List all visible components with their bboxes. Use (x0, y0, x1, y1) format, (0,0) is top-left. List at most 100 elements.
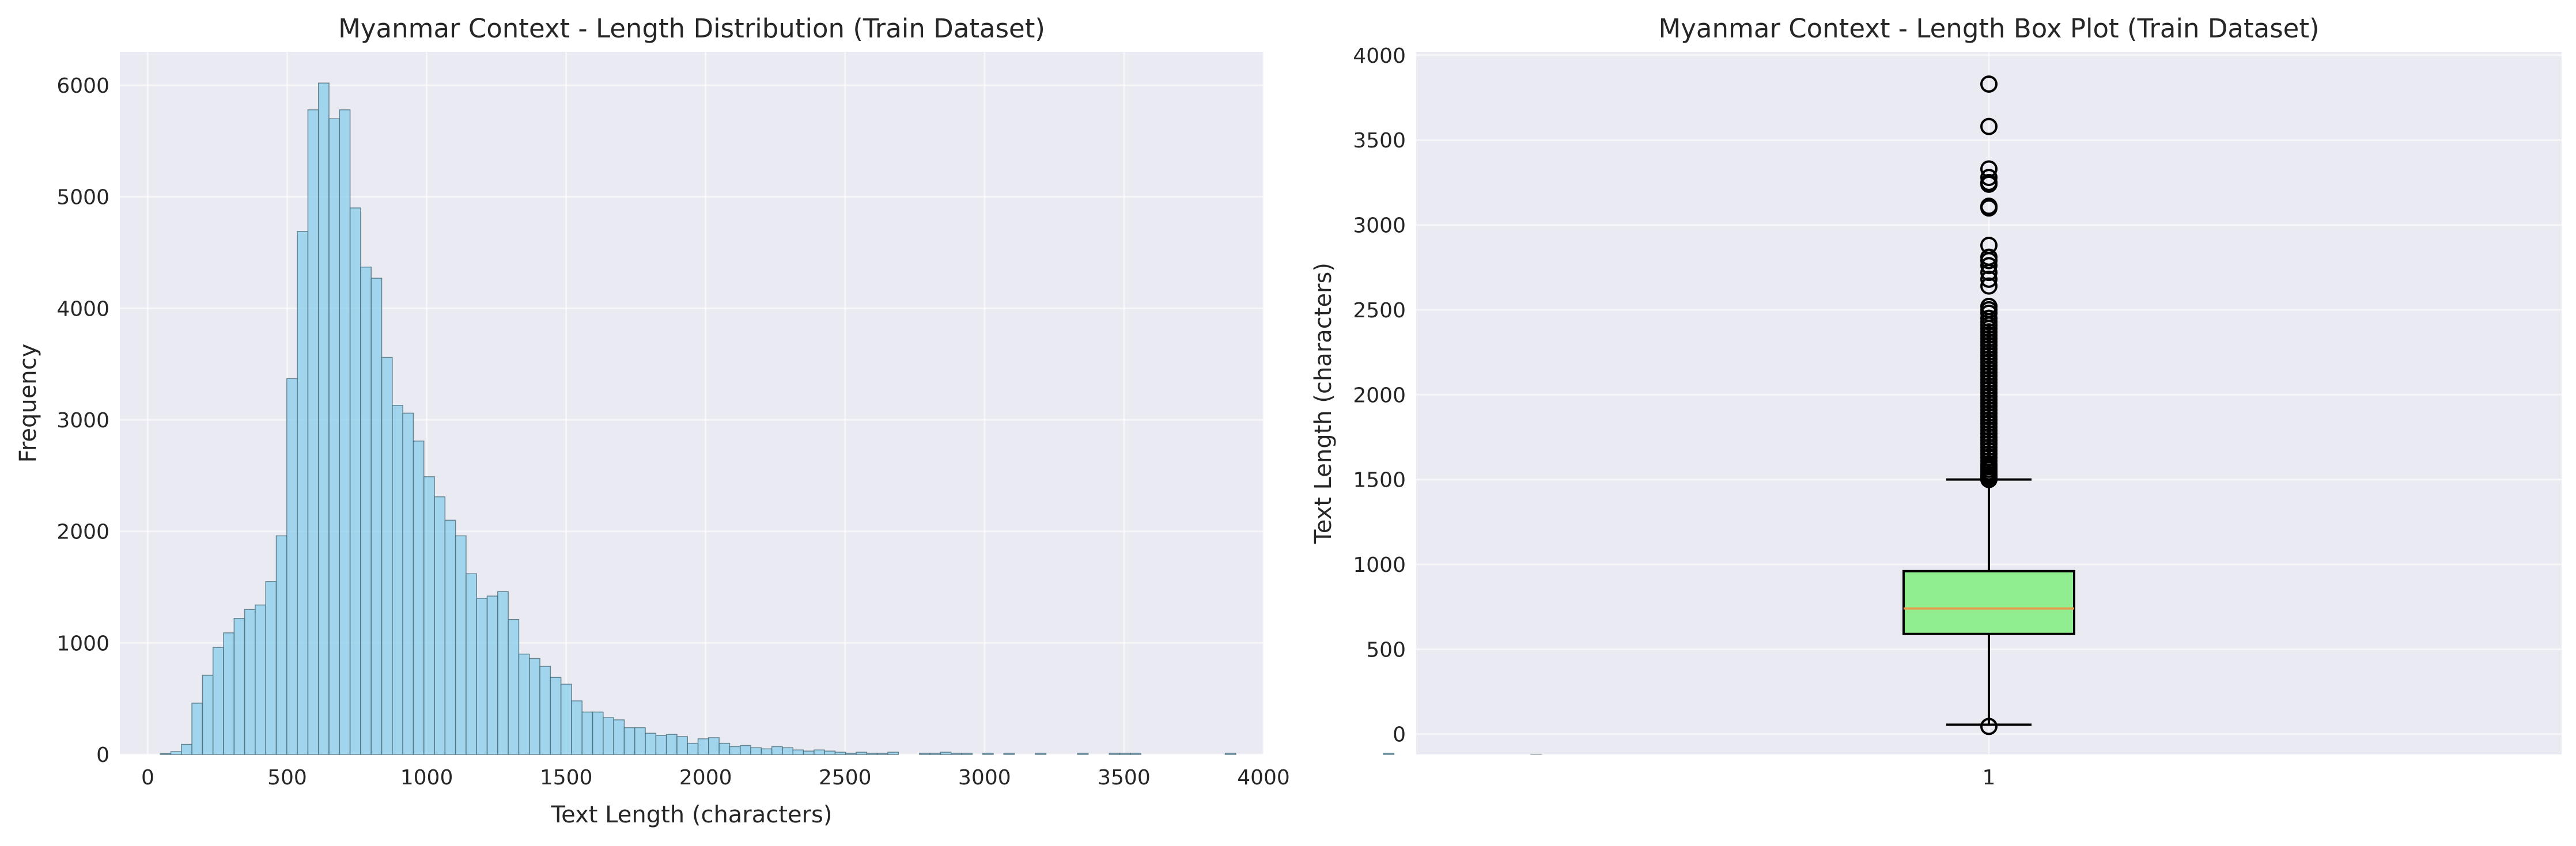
histogram-bar (265, 581, 277, 755)
histogram-bar (1077, 753, 1089, 755)
histogram-bar (592, 711, 604, 755)
histogram-bar (317, 82, 330, 755)
histogram-bars (160, 82, 1542, 755)
outlier-point (1980, 75, 1998, 93)
outlier-point (1980, 257, 1998, 275)
boxplot-panel: 0 500 1000 1500 2000 2500 3000 3500 4000 1 Myanm… (1310, 13, 2562, 790)
histogram-bar (613, 719, 625, 755)
y-tick-label: 0 (1393, 723, 1406, 747)
histogram-bar (349, 207, 361, 755)
boxplot-title: Myanmar Context - Length Box Plot (Train… (1658, 13, 2319, 44)
y-tick-label: 5000 (56, 186, 109, 210)
y-tick-label: 500 (1366, 638, 1406, 662)
boxplot-y-axis-label: Text Length (characters) (1310, 263, 1337, 544)
histogram-bar (655, 735, 667, 755)
histogram-bar (476, 598, 488, 755)
x-tick-label: 2000 (679, 766, 732, 790)
y-tick-label: 0 (96, 743, 109, 767)
histogram-bar (328, 118, 341, 755)
histogram-bar (360, 266, 372, 755)
outlier-point (1980, 117, 1998, 135)
histogram-bar (191, 703, 203, 755)
histogram-bar (233, 617, 245, 755)
histogram-bar (539, 666, 551, 755)
histogram-bar (508, 619, 520, 755)
histogram-bar (528, 658, 540, 755)
histogram-bar (1130, 753, 1141, 755)
histogram-bar (708, 737, 720, 755)
histogram-bar (202, 674, 214, 755)
outlier-point (1980, 270, 1998, 288)
histogram-bar (392, 405, 403, 755)
y-tick-label: 4000 (56, 297, 109, 321)
y-tick-label: 3000 (1353, 214, 1406, 238)
y-tick-label: 2000 (1353, 384, 1406, 407)
x-tick-label: 3000 (958, 766, 1011, 790)
outlier-point (1980, 298, 1998, 316)
x-tick-label: 4000 (1237, 766, 1290, 790)
histogram-bar (223, 632, 235, 755)
y-tick-label: 2000 (56, 521, 109, 544)
histogram-bar (160, 753, 172, 755)
boxplot-marks (1902, 478, 2075, 726)
x-tick-label: 1000 (400, 766, 453, 790)
x-tick-label: 3500 (1098, 766, 1151, 790)
histogram-bar (961, 753, 973, 755)
histogram-bar (307, 109, 319, 755)
histogram-bar (687, 742, 699, 755)
histogram-bar (782, 747, 793, 755)
outlier-point (1980, 169, 1998, 187)
histogram-bar (518, 653, 530, 755)
histogram-bar (1035, 753, 1047, 755)
histogram-bar (856, 752, 868, 755)
histogram-bar (845, 753, 857, 755)
y-tick-label: 4000 (1353, 44, 1406, 68)
x-tick-label: 1 (1983, 766, 1996, 790)
histogram-title: Myanmar Context - Length Distribution (T… (338, 13, 1045, 44)
histogram-bar (834, 752, 846, 755)
histogram-bar (370, 278, 383, 755)
histogram-bar (423, 476, 435, 755)
y-tick-label: 1000 (56, 632, 109, 655)
histogram-bar (560, 684, 572, 755)
outlier-point (1980, 198, 1998, 215)
x-tick-label: 0 (141, 766, 154, 790)
histogram-bar (402, 412, 414, 755)
histogram-bar (771, 746, 783, 755)
boxplot-y-ticks: 0 500 1000 1500 2000 2500 3000 3500 4000 (1353, 44, 1406, 747)
outlier-point (1980, 248, 1998, 266)
histogram-bar (1109, 753, 1121, 755)
histogram-bar (761, 748, 773, 755)
histogram-x-axis-label: Text Length (characters) (551, 802, 833, 828)
histogram-bar (244, 609, 256, 755)
histogram-bar (603, 717, 614, 755)
histogram-bar (634, 727, 646, 755)
y-tick-label: 3500 (1353, 129, 1406, 153)
histogram-bar (729, 746, 741, 755)
histogram-bar (623, 727, 636, 755)
histogram-bar (803, 750, 815, 755)
histogram-bar (571, 700, 582, 755)
histogram-bar (1119, 753, 1131, 755)
histogram-bar (929, 753, 941, 755)
histogram-bar (919, 753, 930, 755)
histogram-bar (444, 519, 456, 755)
histogram-bar (212, 647, 224, 755)
histogram-bar (255, 604, 266, 755)
histogram-bar (982, 753, 994, 755)
y-tick-label: 3000 (56, 409, 109, 433)
outlier-point (1980, 277, 1998, 295)
histogram-bar (434, 496, 446, 755)
histogram-bar (739, 745, 751, 755)
histogram-bar (181, 743, 192, 755)
histogram-bar (887, 752, 899, 755)
histogram-bar (1224, 753, 1236, 755)
histogram-bar (275, 535, 288, 755)
outlier-point (1980, 173, 1998, 191)
histogram-bar (866, 753, 878, 755)
x-tick-label: 500 (267, 766, 307, 790)
y-tick-label: 1000 (1353, 553, 1406, 577)
x-tick-label: 1500 (540, 766, 593, 790)
x-tick-label: 2500 (819, 766, 872, 790)
